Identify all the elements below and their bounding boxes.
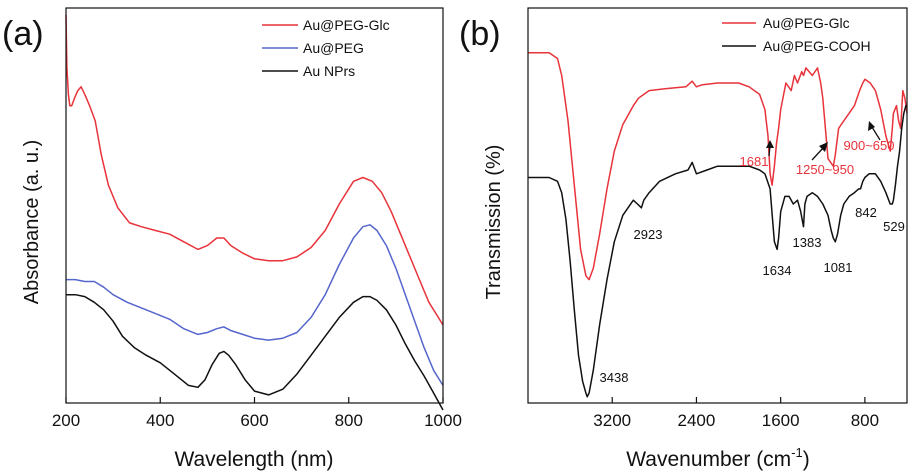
annotation-900-650: 900~650 xyxy=(844,138,895,153)
annotation-1250-950: 1250~950 xyxy=(796,162,854,177)
x-tick-label-a-200: 200 xyxy=(52,411,80,430)
annotation-842: 842 xyxy=(855,205,877,220)
panel-b-arrows xyxy=(766,121,881,161)
x-tick-label-b-1600: 1600 xyxy=(762,411,800,430)
panel-a-series xyxy=(65,14,444,411)
annotation-1681: 1681 xyxy=(740,154,769,169)
x-tick-label-b-800: 800 xyxy=(851,411,879,430)
series-line-a-au-peg xyxy=(66,224,444,386)
annotation-1081: 1081 xyxy=(824,260,853,275)
x-tick-label-a-800: 800 xyxy=(335,411,363,430)
x-tick-label-a-400: 400 xyxy=(146,411,174,430)
panel-b-plot-frame xyxy=(527,7,908,404)
series-line-a-au-nprs xyxy=(66,293,444,411)
annotation-3438: 3438 xyxy=(600,370,629,385)
annotation-1383: 1383 xyxy=(793,235,822,250)
arrow-head-1681 xyxy=(766,140,774,148)
annotation-2923: 2923 xyxy=(634,227,663,242)
arrow-line-900-650 xyxy=(871,126,881,141)
panel-b-legend: Au@PEG-Glc Au@PEG-COOH xyxy=(722,15,871,54)
panel-b-series xyxy=(528,52,908,398)
panel-a-xlabel: Wavelength (nm) xyxy=(174,448,333,471)
panel-b-x-ticks: 3200 2400 1600 800 xyxy=(593,397,879,430)
panel-b-xlabel-close: ) xyxy=(803,448,810,471)
legend-label-au-peg-a: Au@PEG xyxy=(303,40,364,56)
legend-label-au-peg-glc-b: Au@PEG-Glc xyxy=(763,15,850,31)
legend-label-au-peg-glc-a: Au@PEG-Glc xyxy=(303,17,390,33)
panel-a-x-ticks: 200 400 600 800 1000 xyxy=(52,397,462,430)
x-tick-label-b-3200: 3200 xyxy=(593,411,631,430)
panel-b-xlabel: Wavenumber (cm-1) xyxy=(626,445,810,471)
series-line-b-au-peg-glc xyxy=(528,52,908,281)
arrow-head-1250-950 xyxy=(819,142,828,152)
x-tick-label-a-600: 600 xyxy=(240,411,268,430)
arrow-head-900-650 xyxy=(868,121,875,131)
legend-label-au-peg-cooh-b: Au@PEG-COOH xyxy=(763,38,871,54)
annotation-529: 529 xyxy=(883,219,905,234)
panel-b-xlabel-main: Wavenumber (cm xyxy=(626,448,791,471)
panel-a: (a) Absorbance (a. u.) Wavelength (nm) 2… xyxy=(2,7,462,471)
panel-b-xlabel-sup: -1 xyxy=(791,445,803,460)
x-tick-label-b-2400: 2400 xyxy=(678,411,716,430)
arrow-line-1250-950 xyxy=(811,146,825,161)
panel-a-legend: Au@PEG-Glc Au@PEG Au NPrs xyxy=(262,17,390,79)
panel-a-plot-frame xyxy=(65,7,444,404)
panel-a-ylabel: Absorbance (a. u.) xyxy=(21,140,43,305)
legend-label-au-nprs-a: Au NPrs xyxy=(303,63,355,79)
series-line-b-au-peg-cooh xyxy=(528,104,907,398)
panel-a-label: (a) xyxy=(2,15,44,53)
panel-b: (b) Transmission (%) Wavenumber (cm-1) 3… xyxy=(459,7,908,471)
x-tick-label-a-1000: 1000 xyxy=(424,411,462,430)
panel-b-label: (b) xyxy=(459,15,501,53)
annotation-1634: 1634 xyxy=(763,263,792,278)
panel-b-ylabel: Transmission (%) xyxy=(483,145,505,300)
series-line-a-au-peg-glc xyxy=(65,14,444,326)
